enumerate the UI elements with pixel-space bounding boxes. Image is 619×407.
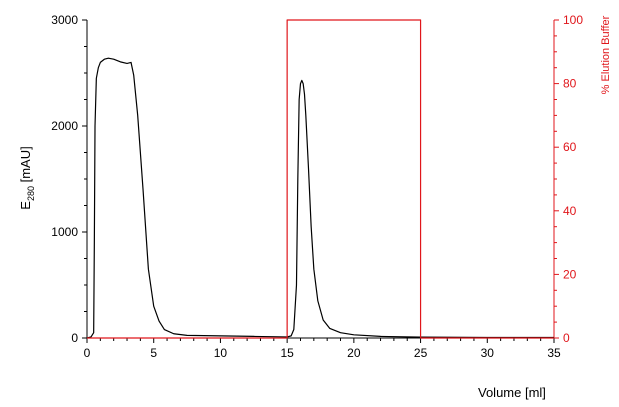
x-tick-label: 0 [84,346,91,360]
y-right-tick-label: 100 [563,13,583,27]
x-tick-label: 15 [280,346,294,360]
x-tick-label: 10 [214,346,228,360]
y-axis-left-label-sub: 280 [26,186,36,201]
y-axis-left-label-main: E [18,201,33,210]
y-right-tick-label: 80 [563,77,577,91]
y-axis-left-label: E280 [mAU] [18,146,36,209]
x-tick-label: 20 [347,346,361,360]
absorbance-line [86,57,554,339]
y-right-tick-label: 20 [563,267,577,281]
chart-axes [86,20,555,339]
y-axis-left-label-rest: [mAU] [18,146,33,186]
elution-buffer-line [87,19,554,339]
x-tick-label: 5 [150,346,157,360]
y-axis-right-label: % Elution Buffer [600,15,612,94]
y-left-tick-label: 0 [71,331,78,345]
y-right-tick-label: 0 [563,331,570,345]
x-tick-label: 25 [414,346,428,360]
x-axis-label: Volume [ml] [478,385,546,400]
x-tick-label: 35 [547,346,561,360]
y-right-tick-label: 40 [563,204,577,218]
y-right-tick-label: 60 [563,140,577,154]
y-left-tick-label: 1000 [51,225,78,239]
y-left-tick-label: 2000 [51,119,78,133]
x-tick-label: 30 [481,346,495,360]
y-left-tick-label: 3000 [51,13,78,27]
chart-series [86,19,554,339]
